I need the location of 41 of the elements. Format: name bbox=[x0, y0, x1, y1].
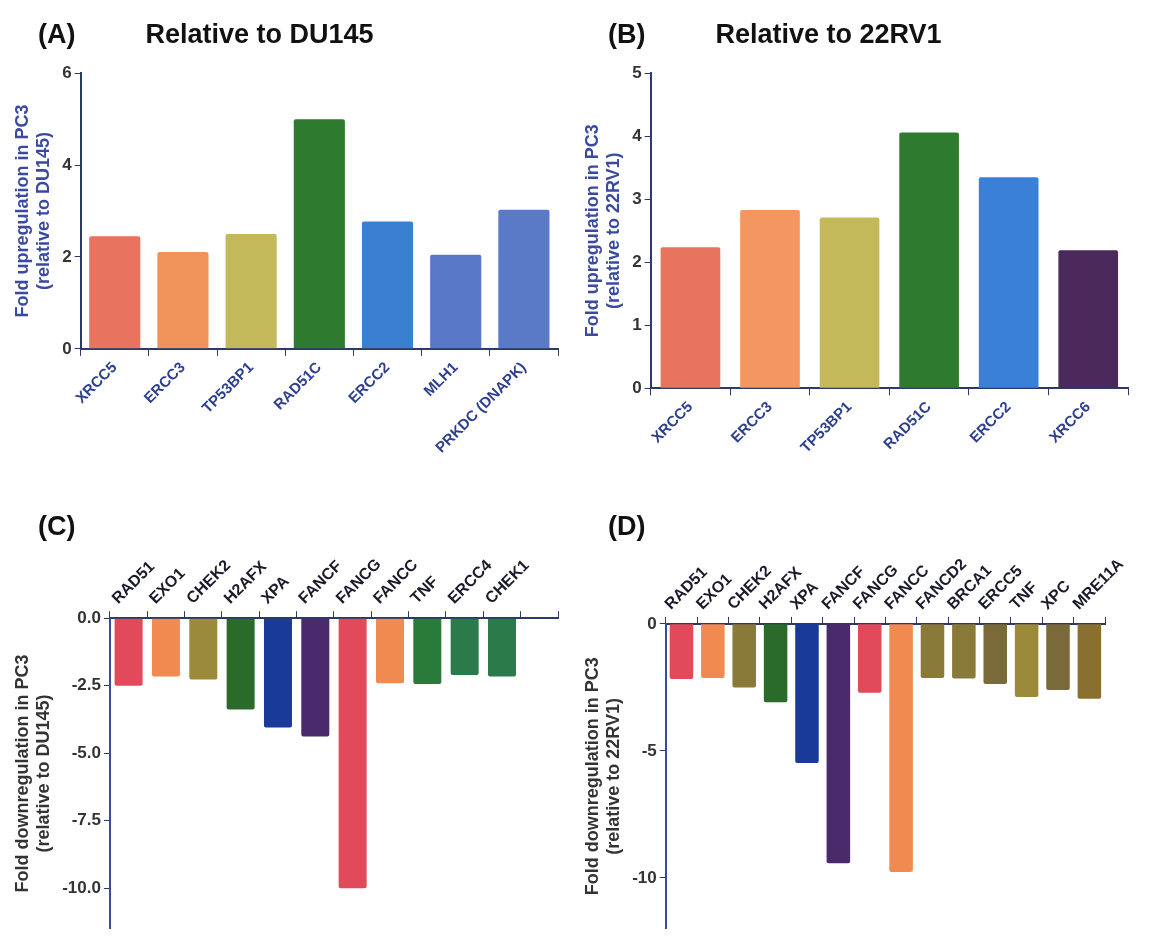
bar bbox=[740, 209, 800, 388]
bar bbox=[498, 209, 550, 349]
y-axis-title: Fold downregulation in PC3 (relative to DU145) bbox=[11, 654, 54, 893]
bar bbox=[978, 177, 1039, 388]
y-tick-label: -5.0 bbox=[71, 742, 101, 762]
y-tick-label: 0 bbox=[62, 338, 72, 358]
chart-title: (A) bbox=[38, 18, 76, 50]
y-tick-label: 4 bbox=[62, 154, 73, 174]
y-axis-title: Fold downregulation in PC3 (relative to 22RV1) bbox=[581, 657, 624, 896]
y-axis-title: Fold upregulation in PC3 (relative to DU145) bbox=[11, 104, 54, 318]
y-tick-label: -10 bbox=[632, 867, 657, 887]
y-tick-label: 3 bbox=[632, 188, 642, 208]
bar bbox=[899, 132, 959, 388]
bar bbox=[660, 247, 721, 388]
y-tick-label: 0 bbox=[632, 377, 642, 397]
y-axis-title: Fold upregulation in PC3 (relative to 22RV1) bbox=[581, 124, 624, 338]
chart-title: (C) bbox=[38, 510, 76, 542]
y-tick-label: 4 bbox=[632, 125, 643, 145]
y-tick-label: 0.0 bbox=[77, 607, 101, 627]
bar bbox=[361, 221, 414, 349]
y-tick-label: 5 bbox=[632, 62, 642, 82]
y-tick-label: 1 bbox=[632, 314, 642, 334]
bar bbox=[819, 217, 880, 388]
y-tick-label: -10.0 bbox=[62, 877, 101, 897]
bar bbox=[430, 254, 482, 349]
chart-subtitle: Relative to 22RV1 bbox=[715, 18, 942, 50]
y-tick-label: -2.5 bbox=[71, 675, 101, 695]
bar bbox=[225, 233, 277, 349]
bar bbox=[89, 236, 141, 349]
y-tick-label: -5 bbox=[641, 740, 657, 760]
y-tick-label: 2 bbox=[62, 246, 72, 266]
bar bbox=[157, 251, 209, 349]
y-tick-label: 2 bbox=[632, 251, 642, 271]
y-tick-label: -7.5 bbox=[71, 810, 101, 830]
y-tick-label: 6 bbox=[62, 62, 72, 82]
chart-subtitle: Relative to DU145 bbox=[145, 18, 374, 50]
bar bbox=[1058, 250, 1119, 388]
bar bbox=[293, 119, 345, 349]
chart-title: (B) bbox=[608, 18, 646, 50]
chart-title: (D) bbox=[608, 510, 646, 542]
y-tick-label: 0 bbox=[647, 613, 657, 633]
